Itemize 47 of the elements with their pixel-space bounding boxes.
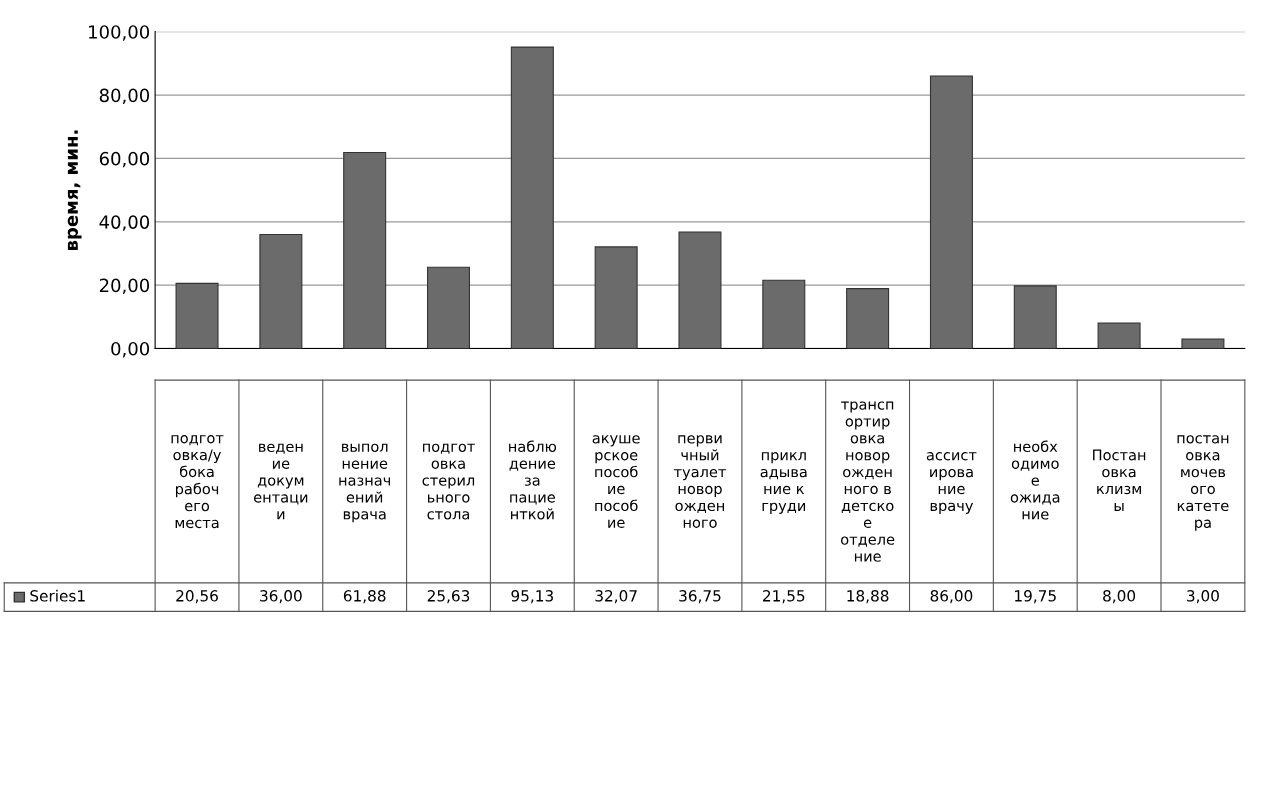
x-tick-label: акуше рское пособ ие пособ ие — [592, 435, 640, 528]
bar — [1097, 322, 1141, 349]
data-label: 86,00 — [930, 590, 973, 604]
y-tick-label: 100,00 — [89, 25, 150, 41]
data-label: 21,55 — [763, 590, 805, 604]
bar — [426, 266, 471, 349]
y-tick-label: 80,00 — [99, 88, 150, 104]
data-label: 3,00 — [1187, 590, 1219, 604]
data-label: 36,75 — [679, 590, 721, 604]
x-tick-label: Постан овка клизм ы — [1093, 449, 1146, 511]
bar — [929, 75, 973, 349]
bar — [1013, 285, 1057, 349]
data-label: 32,07 — [595, 590, 637, 604]
x-tick-label: перви чный туалет новор ожден ного — [673, 435, 726, 528]
bar — [175, 282, 219, 349]
y-tick-label: 0,00 — [111, 341, 150, 358]
x-tick-label: наблю дение за пацие нткой — [509, 440, 557, 520]
bar — [678, 231, 722, 349]
bar — [846, 288, 890, 349]
x-tick-label: прикл адыва ние к груди — [760, 452, 807, 514]
data-label: 19,75 — [1015, 590, 1056, 604]
data-label: 18,88 — [847, 590, 889, 604]
data-label: 95,13 — [511, 590, 553, 604]
x-tick-label: веден ие докум ентаци и — [253, 443, 308, 520]
bar — [343, 151, 387, 349]
legend-label: Series1 — [30, 589, 85, 602]
bar — [510, 46, 554, 349]
x-tick-label: подгот овка стерил ьного стола — [422, 443, 475, 520]
y-tick-label: 20,00 — [99, 278, 150, 295]
data-label: 25,63 — [427, 590, 470, 604]
data-label: 8,00 — [1103, 590, 1136, 604]
x-tick-label: подгот овка/у бока рабоч его места — [171, 435, 224, 529]
x-tick-label: необх одимо е ожида ние — [1010, 440, 1060, 520]
x-tick-label: выпол нение назнач ений врача — [339, 443, 391, 523]
y-tick-label: 40,00 — [99, 215, 150, 231]
bar — [259, 233, 303, 349]
y-axis-title: время, мин. — [67, 130, 82, 250]
data-label: 61,88 — [343, 590, 386, 604]
y-tick-label: 60,00 — [99, 151, 150, 168]
bar — [594, 246, 638, 349]
category-label: трансп ортир овка новор ожден ного в детско е отделе ние — [841, 401, 895, 562]
bar — [1181, 338, 1225, 349]
data-label: 36,00 — [260, 590, 302, 604]
x-tick-label: ассист ирова ние врачу — [926, 452, 977, 514]
bar — [762, 279, 806, 349]
x-tick-label: постан овка мочев ого катете ра — [1177, 435, 1229, 531]
data-label: 20,56 — [176, 590, 218, 604]
